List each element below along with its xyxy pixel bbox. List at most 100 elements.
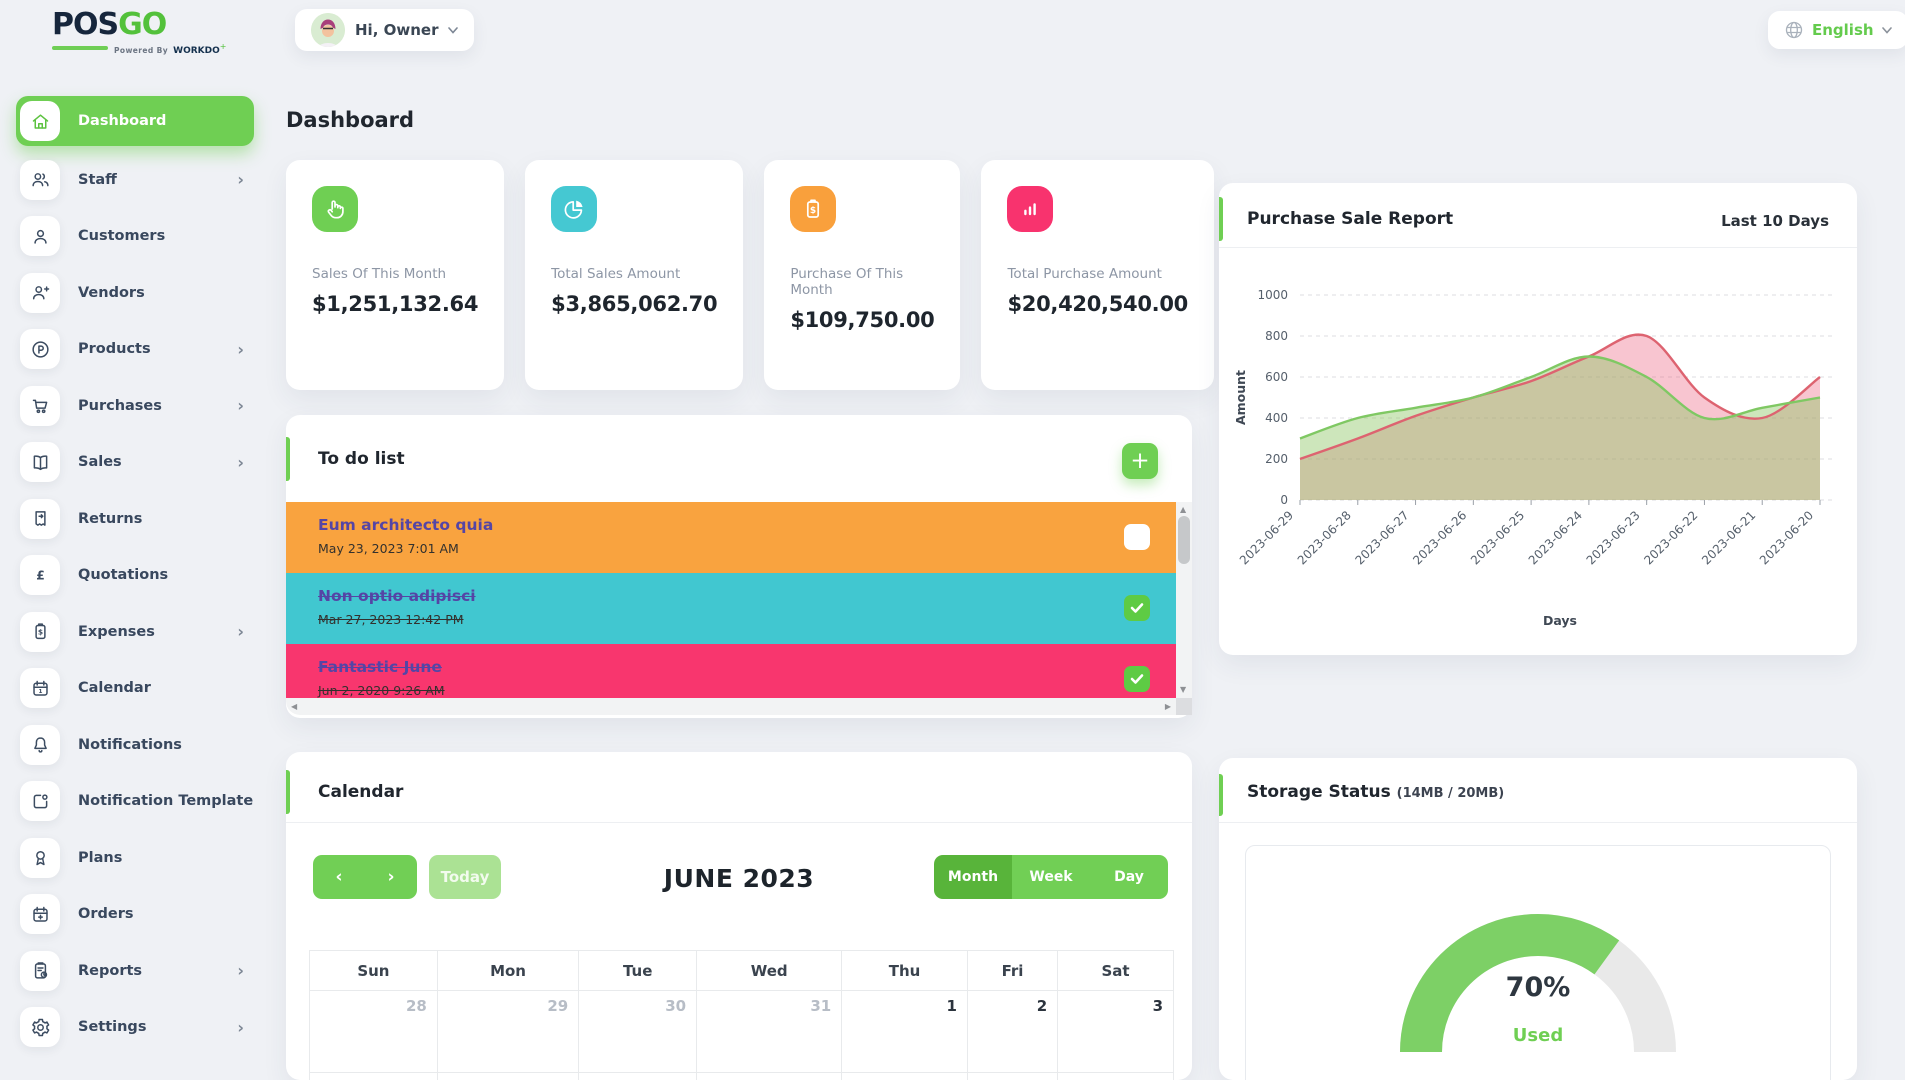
logo-underline	[52, 46, 108, 50]
pound-icon-box: £	[20, 555, 60, 595]
sidebar-item-returns[interactable]: Returns	[16, 496, 254, 542]
calendar-day-cell[interactable]: 9	[966, 1072, 1059, 1080]
sales-area	[1300, 356, 1820, 500]
logo-powered-by: Powered By	[114, 46, 169, 55]
calendar-view-day-button[interactable]: Day	[1090, 855, 1168, 899]
sidebar-item-notifications[interactable]: Notifications	[16, 722, 254, 768]
calendar-day-cell[interactable]: 2	[966, 990, 1059, 1073]
todo-horizontal-scrollbar[interactable]: ◀ ▶	[286, 698, 1176, 715]
calendar-day-cell[interactable]: 7	[696, 1072, 843, 1080]
user-plus-icon-box	[20, 272, 60, 313]
calendar-day-cell[interactable]: 4	[309, 1072, 438, 1080]
order-icon-box	[20, 894, 60, 934]
sidebar-item-orders[interactable]: Orders	[16, 891, 254, 937]
scroll-right-arrow-icon[interactable]: ▶	[1164, 702, 1171, 711]
todo-item-1[interactable]: Non optio adipisci Mar 27, 2023 12:42 PM	[286, 573, 1176, 644]
report-title: Purchase Sale Report	[1247, 209, 1454, 229]
calendar-day-cell[interactable]: 3	[1057, 990, 1174, 1073]
product-icon-box	[20, 329, 60, 369]
scroll-down-arrow-icon[interactable]: ▼	[1180, 685, 1187, 694]
home-icon-box	[20, 101, 60, 141]
app-logo[interactable]: POSGO Powered By WORKDO+	[52, 10, 226, 56]
weekday-header-thu: Thu	[841, 950, 968, 991]
user-menu[interactable]: Hi, Owner	[295, 9, 475, 51]
todo-item-2[interactable]: Fantastic June Jun 2, 2020 9:26 AM	[286, 644, 1176, 698]
calendar-day-cell[interactable]: 5	[436, 1072, 580, 1080]
sidebar-item-expenses[interactable]: $ Expenses ›	[16, 609, 254, 655]
cart-icon-box	[20, 385, 60, 426]
storage-gauge-panel: 70% Used	[1245, 845, 1831, 1080]
sidebar-item-products[interactable]: Products ›	[16, 326, 254, 372]
add-todo-button[interactable]: +	[1122, 443, 1158, 479]
stat-card-1: Total Sales Amount $3,865,062.70	[525, 160, 744, 390]
calendar-day-cell[interactable]: 8	[841, 1072, 968, 1080]
stat-card-2: $ Purchase Of This Month $109,750.00	[764, 160, 961, 390]
stat-value: $20,420,540.00	[1007, 292, 1188, 316]
calendar-day-cell[interactable]: 31	[696, 990, 843, 1073]
x-tick-label: 2023-06-20	[1757, 508, 1816, 567]
calendar-day-cell[interactable]: 28	[309, 990, 438, 1073]
sidebar-item-notification-template[interactable]: Notification Template	[16, 778, 254, 824]
language-selector[interactable]: English	[1768, 11, 1905, 49]
calendar-day-cell[interactable]: 1	[841, 990, 968, 1073]
sidebar-item-label: Plans	[78, 849, 123, 866]
svg-text:1: 1	[38, 689, 42, 695]
todo-checkbox[interactable]	[1124, 595, 1150, 621]
calendar-view-week-button[interactable]: Week	[1012, 855, 1090, 899]
chevron-right-icon: ›	[237, 339, 244, 359]
sidebar-item-sales[interactable]: Sales ›	[16, 439, 254, 485]
user-greeting: Hi, Owner	[355, 21, 439, 39]
calendar-day-cell[interactable]: 10	[1057, 1072, 1174, 1080]
cart-icon	[32, 399, 47, 414]
todo-item-0[interactable]: Eum architecto quia May 23, 2023 7:01 AM	[286, 502, 1176, 573]
next-month-button[interactable]: ›	[387, 867, 395, 887]
book-icon-box	[20, 442, 60, 482]
logo-pos-text: POS	[52, 7, 119, 42]
stat-label: Purchase Of This Month	[790, 266, 904, 298]
sidebar-item-customers[interactable]: Customers	[16, 213, 254, 259]
todo-vertical-scrollbar[interactable]: ▲ ▼	[1176, 502, 1192, 698]
calendar-day-cell[interactable]: 29	[436, 990, 580, 1073]
y-tick-label: 800	[1265, 329, 1288, 343]
weekday-header-wed: Wed	[696, 950, 843, 991]
todo-checkbox[interactable]	[1124, 666, 1150, 692]
user-avatar	[311, 13, 345, 47]
sidebar-item-calendar[interactable]: 1 Calendar	[16, 665, 254, 711]
product-icon	[31, 340, 49, 358]
sidebar-item-label: Customers	[78, 228, 166, 244]
sidebar-item-dashboard[interactable]: Dashboard	[16, 96, 254, 146]
sidebar-item-plans[interactable]: Plans	[16, 835, 254, 881]
scroll-left-arrow-icon[interactable]: ◀	[291, 702, 298, 711]
sidebar-item-purchases[interactable]: Purchases ›	[16, 383, 254, 429]
divider	[1219, 247, 1857, 248]
weekday-header-mon: Mon	[436, 950, 580, 991]
page-title: Dashboard	[286, 108, 415, 132]
scrollbar-thumb[interactable]	[1178, 516, 1190, 564]
today-button[interactable]: Today	[429, 855, 501, 899]
sidebar-item-label: Notifications	[78, 736, 182, 753]
todo-accent-bar	[286, 437, 290, 481]
prev-month-button[interactable]: ‹	[335, 867, 343, 887]
scroll-up-arrow-icon[interactable]: ▲	[1180, 505, 1187, 514]
sidebar-item-reports[interactable]: Reports ›	[16, 948, 254, 994]
calendar-day-cell[interactable]: 30	[578, 990, 698, 1073]
weekday-header-tue: Tue	[578, 950, 698, 991]
pie-icon	[551, 186, 598, 232]
calendar-day-cell[interactable]: 6	[578, 1072, 698, 1080]
sidebar-item-settings[interactable]: Settings ›	[16, 1004, 254, 1050]
chevron-right-icon: ›	[237, 170, 244, 189]
todo-checkbox[interactable]	[1124, 524, 1150, 550]
award-icon-box	[20, 837, 60, 878]
sidebar-item-staff[interactable]: Staff ›	[16, 157, 254, 203]
sidebar-item-vendors[interactable]: Vendors	[16, 270, 254, 316]
calendar-view-month-button[interactable]: Month	[934, 855, 1012, 899]
purchase-sale-area-chart: 020040060080010002023-06-292023-06-28202…	[1233, 288, 1832, 628]
logo-plus: +	[219, 42, 227, 51]
gauge-percent-label: 70%	[1506, 972, 1571, 1003]
sidebar-item-label: Products	[78, 341, 151, 357]
todo-item-date: Mar 27, 2023 12:42 PM	[318, 612, 464, 627]
x-axis-label: Days	[1543, 613, 1577, 628]
pie-icon	[564, 200, 583, 219]
sidebar-item-quotations[interactable]: £ Quotations	[16, 552, 254, 598]
expense-icon-box: $	[20, 611, 60, 652]
